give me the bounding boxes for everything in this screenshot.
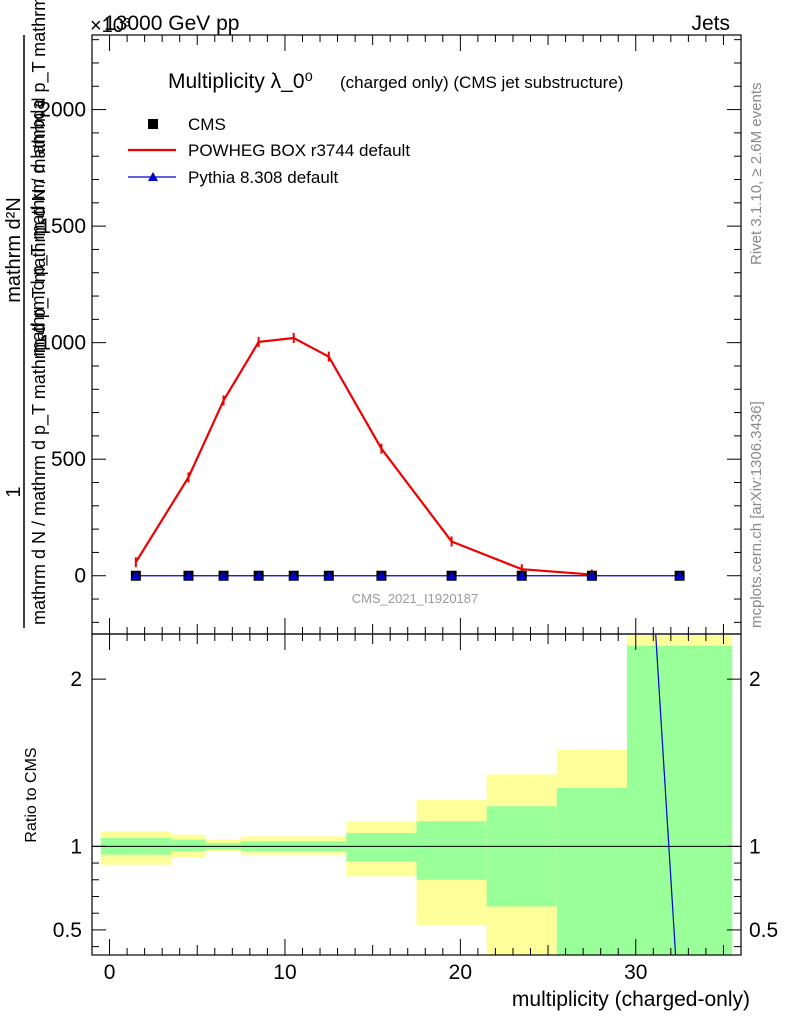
main-y-tick-label: 0 bbox=[74, 565, 86, 588]
ratio-pythia-line bbox=[655, 634, 677, 956]
ratio-band-green bbox=[626, 645, 733, 955]
legend-entry: CMS bbox=[148, 115, 226, 134]
pythia-data-point bbox=[253, 570, 264, 580]
x-tick-label: 0 bbox=[104, 961, 116, 984]
ratio-y-tick-label: 0.5 bbox=[53, 919, 82, 942]
ratio-y-tick-label-right: 0.5 bbox=[749, 919, 778, 942]
ratio-y-tick-label: 1 bbox=[70, 835, 82, 858]
legend-entry: Pythia 8.308 default bbox=[128, 168, 339, 187]
pythia-data-point bbox=[674, 570, 685, 580]
x-tick-label: 20 bbox=[449, 961, 472, 984]
ratio-band-green bbox=[170, 839, 207, 852]
pythia-data-point bbox=[323, 570, 334, 580]
pythia-data-point bbox=[130, 570, 141, 580]
pythia-data-point bbox=[446, 570, 457, 580]
ratio-plot-panel: 0 10 20 30 0.5 0.5 1 1 2 2 bbox=[53, 633, 778, 984]
legend-label: POWHEG BOX r3744 default bbox=[188, 141, 410, 160]
pythia-data-point bbox=[183, 570, 194, 580]
ratio-band-green bbox=[346, 832, 417, 862]
ratio-band-green bbox=[416, 821, 487, 880]
main-y-tick-label: 500 bbox=[51, 448, 86, 471]
powheg-series-line bbox=[134, 336, 592, 576]
ratio-y-tick-label: 2 bbox=[70, 668, 82, 691]
mcplots-label: mcplots.cern.ch [arXiv:1306.3436] bbox=[748, 401, 765, 628]
main-y-tick-label: 1000 bbox=[39, 332, 86, 355]
legend-pythia-marker bbox=[148, 172, 158, 181]
energy-label: 13000 GeV pp bbox=[104, 12, 239, 35]
analysis-label: CMS_2021_I1920187 bbox=[352, 591, 479, 606]
legend-cms-marker bbox=[148, 119, 158, 129]
ratio-y-tick-label-right: 2 bbox=[749, 668, 761, 691]
main-y-tick-label: 1500 bbox=[39, 215, 86, 238]
pythia-data-point bbox=[288, 570, 299, 580]
x-tick-label: 10 bbox=[273, 961, 296, 984]
pythia-data-point bbox=[586, 570, 597, 580]
y-multiplier-label: ×10³ bbox=[90, 15, 131, 37]
chart-subtitle: (charged only) (CMS jet substructure) bbox=[340, 73, 623, 92]
ratio-y-axis-label: Ratio to CMS bbox=[23, 747, 40, 842]
rivet-version-label: Rivet 3.1.10, ≥ 2.6M events bbox=[748, 83, 765, 266]
legend-label: CMS bbox=[188, 115, 226, 134]
x-tick-label: 30 bbox=[624, 961, 647, 984]
x-axis-label: multiplicity (charged-only) bbox=[512, 988, 750, 1011]
pythia-data-point bbox=[516, 570, 527, 580]
y-axis-numerator: 1 bbox=[3, 486, 25, 497]
ratio-band-green bbox=[556, 787, 627, 955]
chart-title: Multiplicity λ_0⁰ bbox=[168, 70, 313, 93]
main-plot-panel: 0 500 1000 1500 2000 CMS POWHEG BOX r3744 defa… bbox=[39, 34, 742, 635]
y-axis-denominator: mathrm d N / mathrm d p_T mathrm d p_T m… bbox=[29, 0, 50, 625]
y-axis-sub-label: mathrm d p_T mathrm d lambda bbox=[28, 99, 49, 357]
ratio-plot-frame bbox=[91, 633, 742, 956]
y-axis-main-label: mathrm d²N bbox=[3, 197, 25, 303]
pythia-data-point bbox=[376, 570, 387, 580]
process-label: Jets bbox=[691, 12, 730, 35]
main-y-tick-label: 2000 bbox=[39, 99, 86, 122]
legend-label: Pythia 8.308 default bbox=[188, 168, 339, 187]
pythia-data-point bbox=[218, 570, 229, 580]
legend-entry: POWHEG BOX r3744 default bbox=[128, 141, 410, 160]
ratio-y-tick-label-right: 1 bbox=[749, 835, 761, 858]
ratio-band-green bbox=[486, 806, 557, 907]
